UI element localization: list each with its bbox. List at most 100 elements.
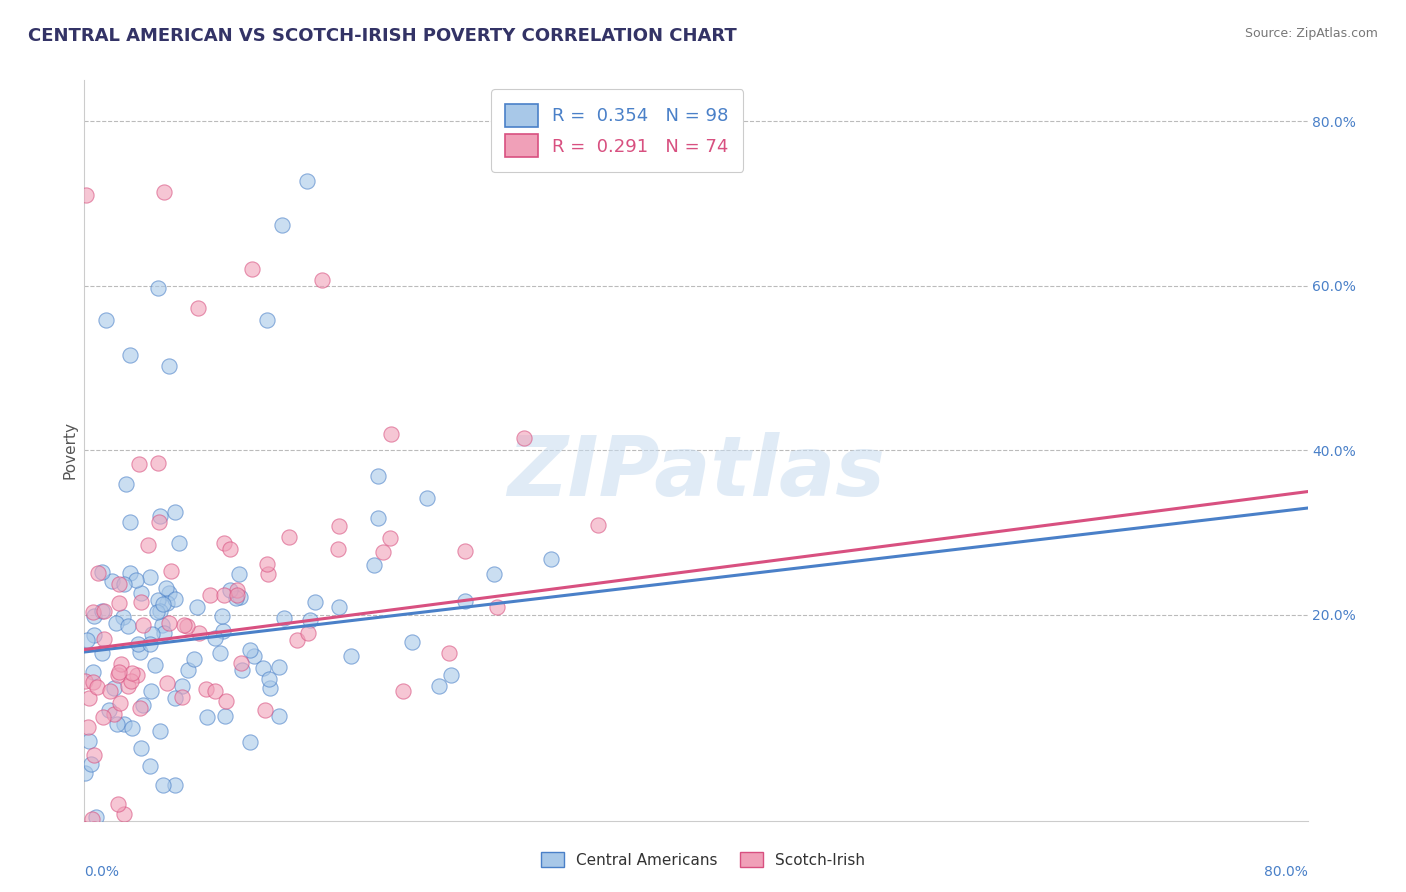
Text: 0.0%: 0.0% <box>84 865 120 879</box>
Point <box>125 668 148 682</box>
Point <box>401 635 423 649</box>
Point <box>297 626 319 640</box>
Point <box>98 684 121 698</box>
Point <box>150 617 173 632</box>
Point <box>111 609 134 624</box>
Point <box>211 608 233 623</box>
Point <box>120 674 142 689</box>
Point <box>129 586 152 600</box>
Point <box>103 707 125 722</box>
Point <box>513 431 536 445</box>
Point <box>427 679 450 693</box>
Point <box>586 518 609 533</box>
Point <box>454 543 477 558</box>
Point <box>214 708 236 723</box>
Point <box>440 668 463 682</box>
Point <box>156 596 179 610</box>
Point <box>278 531 301 545</box>
Point <box>76 633 98 648</box>
Point <box>112 716 135 731</box>
Point <box>225 582 247 597</box>
Point <box>367 511 389 525</box>
Point <box>326 541 349 556</box>
Point <box>240 262 263 277</box>
Point <box>93 604 115 618</box>
Point <box>170 679 193 693</box>
Point <box>131 595 153 609</box>
Point <box>163 778 186 792</box>
Point <box>257 566 280 581</box>
Point <box>170 690 193 704</box>
Text: CENTRAL AMERICAN VS SCOTCH-IRISH POVERTY CORRELATION CHART: CENTRAL AMERICAN VS SCOTCH-IRISH POVERTY… <box>28 27 737 45</box>
Point <box>148 604 170 618</box>
Point <box>131 618 153 632</box>
Point <box>129 645 152 659</box>
Point <box>97 703 120 717</box>
Point <box>82 605 104 619</box>
Point <box>79 733 101 747</box>
Point <box>91 565 114 579</box>
Point <box>165 691 187 706</box>
Point <box>110 657 132 671</box>
Point <box>183 652 205 666</box>
Point <box>415 491 437 505</box>
Point <box>392 683 415 698</box>
Point <box>157 359 180 373</box>
Point <box>90 604 112 618</box>
Point <box>139 759 162 773</box>
Point <box>83 747 105 762</box>
Point <box>112 806 135 821</box>
Point <box>204 631 226 645</box>
Point <box>259 681 281 695</box>
Point <box>149 723 172 738</box>
Point <box>152 778 174 792</box>
Point <box>107 668 129 682</box>
Point <box>367 468 389 483</box>
Point <box>328 519 350 533</box>
Point <box>256 557 278 571</box>
Point <box>212 624 235 638</box>
Point <box>108 696 131 710</box>
Point <box>484 566 506 581</box>
Point <box>157 615 180 630</box>
Point <box>83 822 105 836</box>
Point <box>173 617 195 632</box>
Point <box>103 681 125 695</box>
Point <box>132 698 155 712</box>
Point <box>311 273 333 287</box>
Point <box>121 721 143 735</box>
Point <box>208 646 231 660</box>
Point <box>454 594 477 608</box>
Point <box>91 710 114 724</box>
Point <box>304 595 326 609</box>
Point <box>177 663 200 677</box>
Point <box>112 577 135 591</box>
Point <box>118 348 141 362</box>
Point <box>84 809 107 823</box>
Point <box>82 675 104 690</box>
Point <box>105 716 128 731</box>
Legend: R =  0.354   N = 98, R =  0.291   N = 74: R = 0.354 N = 98, R = 0.291 N = 74 <box>491 89 744 172</box>
Point <box>141 683 163 698</box>
Point <box>120 515 142 529</box>
Point <box>269 708 291 723</box>
Point <box>340 648 363 663</box>
Point <box>231 663 253 677</box>
Point <box>157 586 180 600</box>
Point <box>225 591 247 605</box>
Point <box>218 542 240 557</box>
Point <box>163 592 186 607</box>
Point <box>219 582 242 597</box>
Point <box>378 531 401 545</box>
Point <box>77 691 100 706</box>
Point <box>117 679 139 693</box>
Point <box>149 509 172 524</box>
Point <box>212 588 235 602</box>
Point <box>267 660 290 674</box>
Point <box>225 588 247 602</box>
Point <box>437 646 460 660</box>
Point <box>540 551 562 566</box>
Point <box>128 700 150 714</box>
Legend: Central Americans, Scotch-Irish: Central Americans, Scotch-Irish <box>533 844 873 875</box>
Text: ZIPatlas: ZIPatlas <box>508 432 884 513</box>
